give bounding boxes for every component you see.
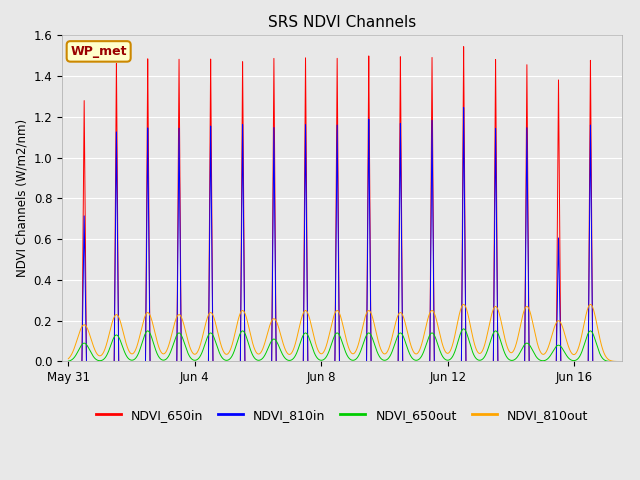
Text: WP_met: WP_met [70,45,127,58]
Legend: NDVI_650in, NDVI_810in, NDVI_650out, NDVI_810out: NDVI_650in, NDVI_810in, NDVI_650out, NDV… [91,404,593,427]
Title: SRS NDVI Channels: SRS NDVI Channels [268,15,416,30]
Y-axis label: NDVI Channels (W/m2/nm): NDVI Channels (W/m2/nm) [15,120,28,277]
